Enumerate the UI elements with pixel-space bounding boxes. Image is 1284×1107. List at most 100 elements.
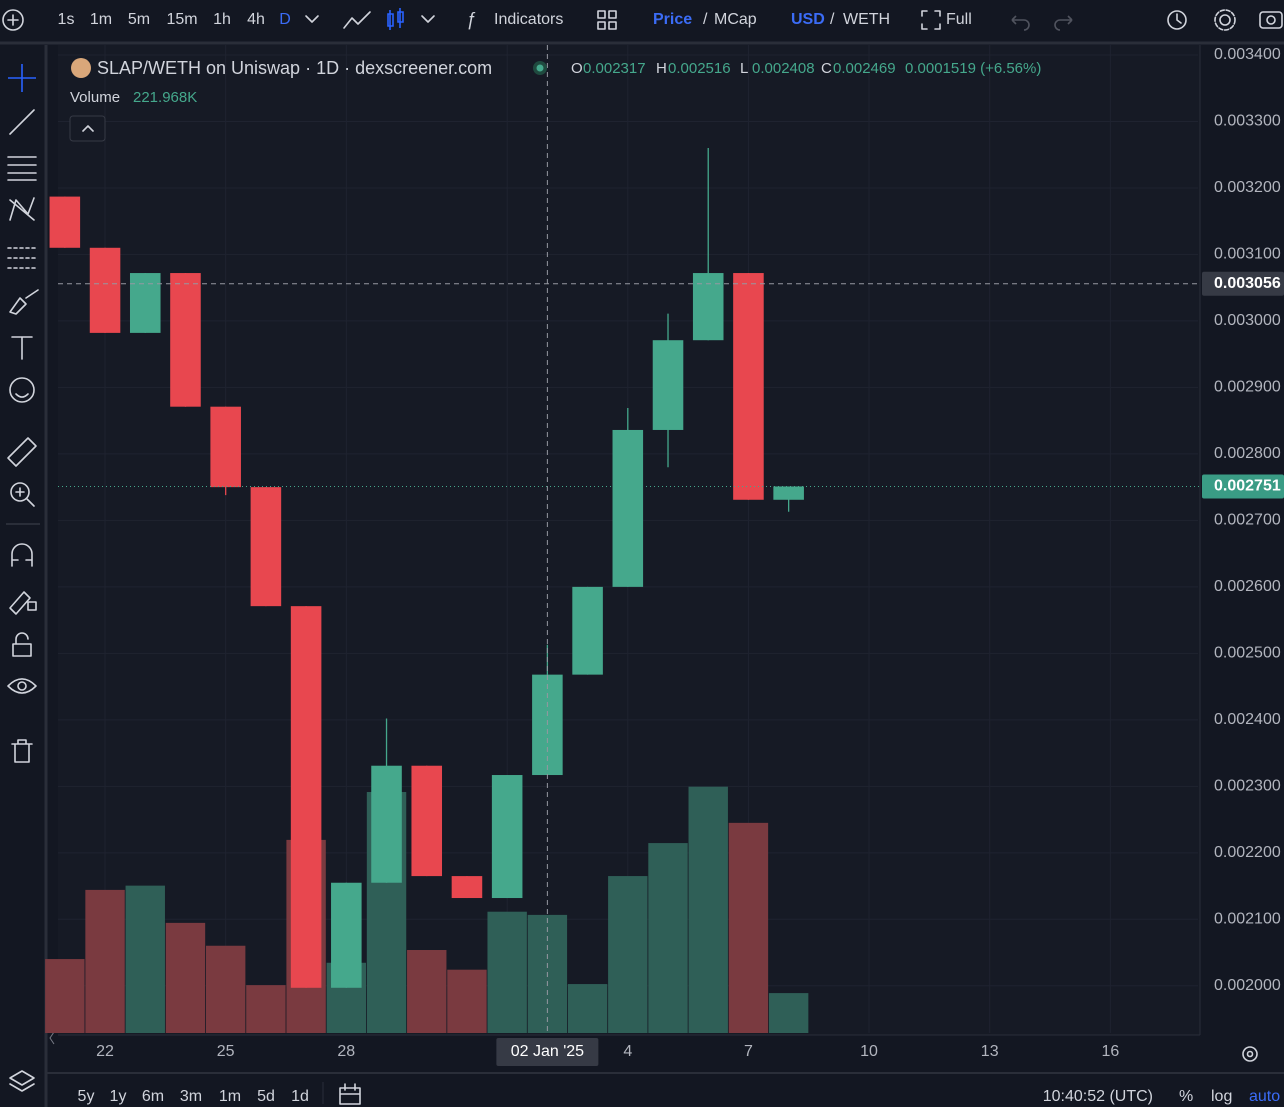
- interval-button[interactable]: D: [279, 11, 291, 28]
- alert-icon[interactable]: [1167, 10, 1187, 30]
- auto-toggle[interactable]: auto: [1249, 1088, 1280, 1105]
- range-button[interactable]: 1d: [291, 1088, 309, 1105]
- trendline-tool[interactable]: [9, 109, 35, 135]
- y-tick-label: 0.002500: [1214, 645, 1281, 662]
- y-tick-label: 0.002000: [1214, 977, 1281, 994]
- chart-type-dropdown[interactable]: [421, 15, 435, 23]
- zoom-tool[interactable]: [10, 482, 30, 502]
- interval-dropdown[interactable]: [305, 15, 319, 23]
- text-tool[interactable]: [11, 336, 33, 360]
- candle-body: [572, 586, 603, 675]
- range-button[interactable]: 5y: [78, 1088, 95, 1105]
- lock-tool[interactable]: [12, 632, 32, 657]
- ohlc-value: 0.002408: [752, 60, 815, 77]
- brush-tool[interactable]: [9, 289, 39, 315]
- add-symbol-icon[interactable]: [2, 9, 24, 31]
- candle-body: [773, 486, 804, 500]
- y-tick-label: 0.002100: [1214, 911, 1281, 928]
- chart-title: SLAP/WETH on Uniswap · 1D · dexscreener.…: [97, 58, 492, 78]
- crosshair-date-box: [496, 1038, 599, 1066]
- percent-toggle[interactable]: %: [1179, 1088, 1193, 1105]
- separator: /: [830, 11, 835, 28]
- ohlc-key: C: [821, 60, 832, 77]
- price-toggle[interactable]: Price: [653, 11, 692, 28]
- volume-bar: [246, 985, 286, 1033]
- interval-button[interactable]: 1m: [90, 11, 112, 28]
- status-dot: [536, 64, 544, 72]
- snapshot-icon[interactable]: [1259, 11, 1283, 29]
- volume-bar: [85, 889, 125, 1033]
- legend: SLAP/WETH on Uniswap · 1D · dexscreener.…: [69, 58, 1041, 142]
- collapse-sidebar[interactable]: [49, 1031, 55, 1045]
- range-button[interactable]: 1y: [110, 1088, 127, 1105]
- indicators-button[interactable]: Indicators: [494, 11, 563, 28]
- clock: 10:40:52 (UTC): [1043, 1088, 1153, 1105]
- collapse-legend[interactable]: [69, 115, 106, 142]
- volume-value: 221.968K: [133, 89, 197, 106]
- interval-button[interactable]: 15m: [166, 11, 197, 28]
- candle-body: [451, 876, 483, 899]
- visibility-tool[interactable]: [7, 678, 37, 694]
- undo-icon[interactable]: [1011, 15, 1030, 31]
- magnet-tool[interactable]: [11, 543, 33, 567]
- y-tick-label: 0.003100: [1214, 246, 1281, 263]
- interval-button[interactable]: 1h: [213, 11, 231, 28]
- y-tick-label: 0.003000: [1214, 312, 1281, 329]
- candle-body: [652, 340, 684, 430]
- layouts-icon[interactable]: [597, 10, 617, 30]
- candle-body: [371, 765, 402, 883]
- full-button[interactable]: Full: [946, 11, 972, 28]
- y-tick-label: 0.002900: [1214, 379, 1281, 396]
- fx-icon[interactable]: ƒ: [466, 9, 476, 29]
- fullscreen-icon[interactable]: [921, 10, 941, 30]
- interval-button[interactable]: 1s: [58, 11, 75, 28]
- range-button[interactable]: 1m: [219, 1088, 241, 1105]
- x-tick-label: 25: [217, 1043, 235, 1060]
- y-tick-label: 0.002800: [1214, 445, 1281, 462]
- candle-body: [331, 882, 362, 988]
- last-price-box: [1202, 474, 1284, 499]
- interval-button[interactable]: 4h: [247, 11, 265, 28]
- log-toggle[interactable]: log: [1211, 1088, 1232, 1105]
- lock-drawing-tool[interactable]: [9, 591, 37, 615]
- settings-icon[interactable]: [1219, 14, 1231, 26]
- ohlc-key: L: [740, 60, 748, 77]
- candle-body: [49, 196, 81, 248]
- interval-button[interactable]: 5m: [128, 11, 150, 28]
- change: 0.0001519 (+6.56%): [905, 60, 1041, 77]
- x-tick-label: 16: [1101, 1043, 1119, 1060]
- goto-date-icon[interactable]: [339, 1083, 361, 1105]
- range-button[interactable]: 6m: [142, 1088, 164, 1105]
- candle-body: [692, 273, 724, 341]
- measure-tool[interactable]: [7, 437, 37, 467]
- range-button[interactable]: 5d: [257, 1088, 275, 1105]
- candle-body: [290, 606, 322, 988]
- line-chart-icon[interactable]: [343, 11, 371, 29]
- y-tick-label: 0.003400: [1214, 46, 1281, 63]
- volume-bar: [45, 959, 85, 1033]
- redo-icon[interactable]: [1054, 15, 1073, 31]
- volume-bar: [608, 876, 648, 1033]
- object-tree-icon[interactable]: [9, 1070, 35, 1092]
- prediction-tool[interactable]: [7, 247, 37, 269]
- candle-body: [733, 273, 764, 500]
- volume-bar: [125, 885, 165, 1033]
- volume-bar: [567, 984, 608, 1033]
- axis-settings-icon[interactable]: [1242, 1046, 1258, 1062]
- pattern-tool[interactable]: [9, 197, 35, 221]
- candle-chart-icon[interactable]: [387, 8, 404, 30]
- volume-label: Volume: [70, 89, 120, 106]
- emoji-tool[interactable]: [9, 377, 35, 403]
- crosshair-tool[interactable]: [8, 64, 36, 92]
- y-tick-label: 0.002300: [1214, 778, 1281, 795]
- separator: /: [703, 11, 708, 28]
- volume-bar: [447, 969, 487, 1033]
- weth-toggle[interactable]: WETH: [843, 11, 890, 28]
- ohlc-key: H: [656, 60, 667, 77]
- range-button[interactable]: 3m: [180, 1088, 202, 1105]
- delete-tool[interactable]: [11, 739, 33, 763]
- usd-toggle[interactable]: USD: [791, 11, 825, 28]
- y-tick-label: 0.002400: [1214, 711, 1281, 728]
- mcap-toggle[interactable]: MCap: [714, 11, 757, 28]
- fib-tool[interactable]: [7, 156, 37, 181]
